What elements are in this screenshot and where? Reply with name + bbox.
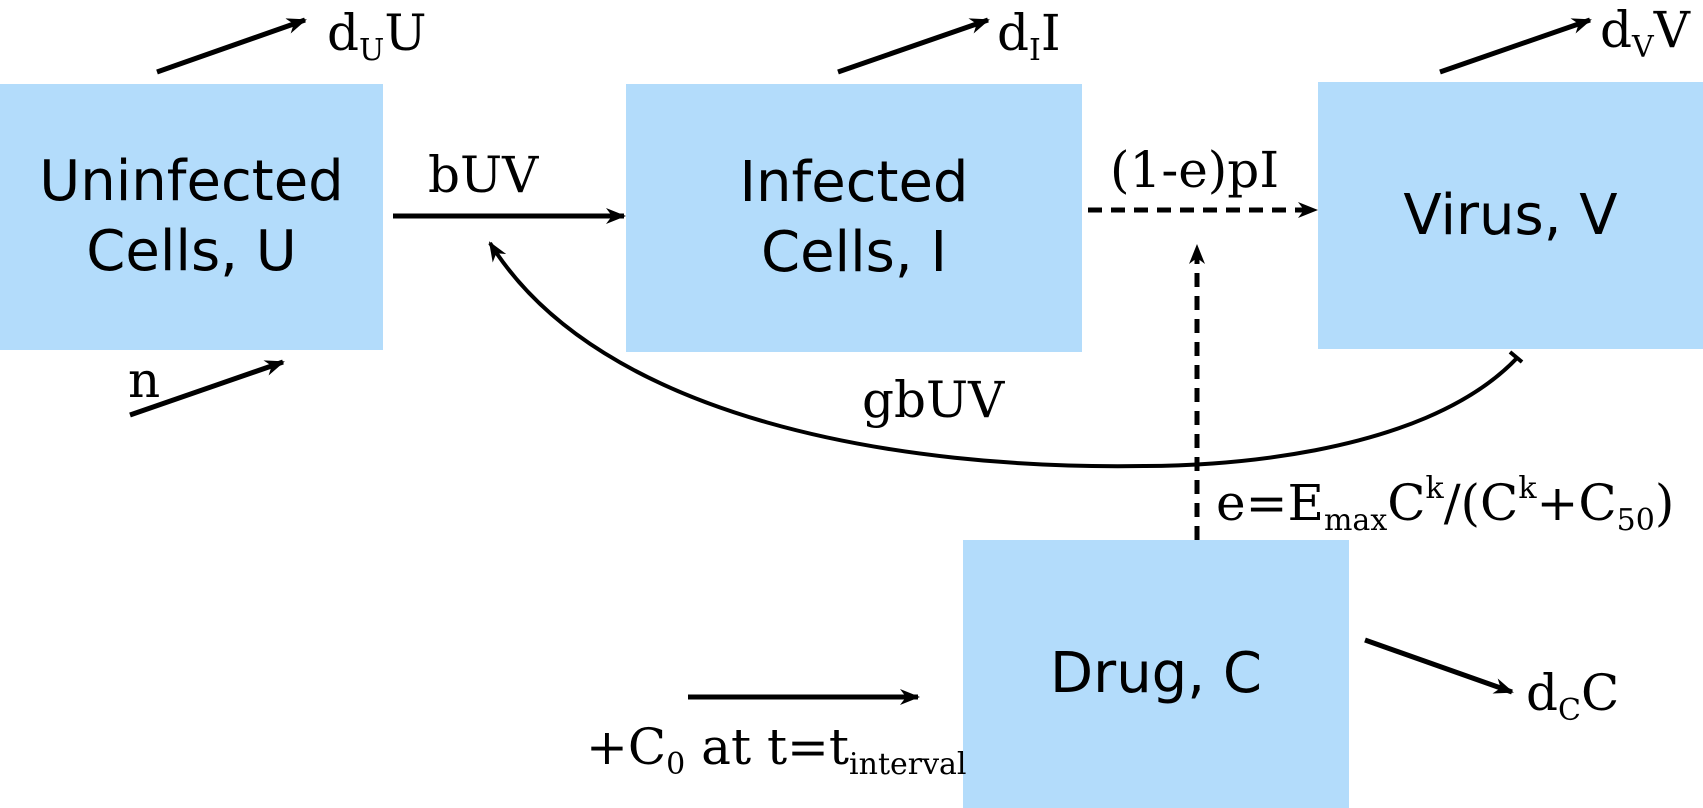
death-label-u-base: d [327,4,360,62]
death-label-v-sub: V [1632,30,1654,65]
death-label-u-tail: U [384,4,427,62]
dosing-sub-0: 0 [666,747,686,782]
death-label-i: dII [997,8,1061,66]
death-label-i-base: d [997,4,1030,62]
efficacy-sub-max: max [1323,503,1388,538]
efficacy-label: e=EmaxCk/(Ck+C50) [1216,474,1674,536]
death-label-v: dVV [1600,5,1690,63]
virus-box: Virus, V [1318,82,1703,349]
dosing-part2: at t=t [685,718,850,776]
infected-cells-box: Infected Cells, I [626,84,1082,352]
efficacy-part4: +C [1536,474,1617,532]
death-label-i-sub: I [1029,33,1041,68]
drug-box: Drug, C [963,540,1349,808]
dosing-sub-interval: interval [849,747,967,782]
dosing-part1: +C [586,718,667,776]
death-label-u: dUU [327,8,426,66]
uninfected-title-line1: Uninfected [39,149,344,214]
infected-title-line1: Infected [739,150,969,215]
drug-title: Drug, C [1050,641,1262,706]
efficacy-sub-50: 50 [1616,503,1655,538]
virus-title: Virus, V [1403,182,1618,248]
infected-title-line2: Cells, I [761,220,947,285]
uninfected-title-line2: Cells, U [86,219,297,284]
efficacy-part3: /(C [1443,474,1519,532]
death-arrow-c [1364,637,1514,695]
death-label-c: dCC [1526,668,1619,726]
death-label-c-sub: C [1558,693,1581,728]
death-label-c-tail: C [1580,664,1620,722]
efficacy-sup-k2: k [1518,471,1537,506]
efficacy-part5: ) [1654,474,1675,532]
dosing-label: +C0 at t=tinterval [586,722,967,780]
loss-label: gbUV [862,371,1005,429]
production-label: (1-e)pI [1110,141,1280,199]
source-label: n [128,351,161,409]
death-arrow-u [156,17,307,75]
death-arrow-v [1439,17,1592,75]
death-label-c-base: d [1526,664,1559,722]
death-arrow-i [837,17,990,75]
death-label-v-tail: V [1653,1,1690,59]
efficacy-sup-k1: k [1425,471,1444,506]
infection-label: bUV [428,146,539,204]
death-label-u-sub: U [359,33,385,68]
efficacy-part2: C [1387,474,1426,532]
death-label-v-base: d [1600,1,1633,59]
uninfected-cells-box: Uninfected Cells, U [0,84,383,350]
death-label-i-tail: I [1040,4,1061,62]
efficacy-part1: e=E [1216,474,1324,532]
loss-curve-tick [1508,350,1524,364]
